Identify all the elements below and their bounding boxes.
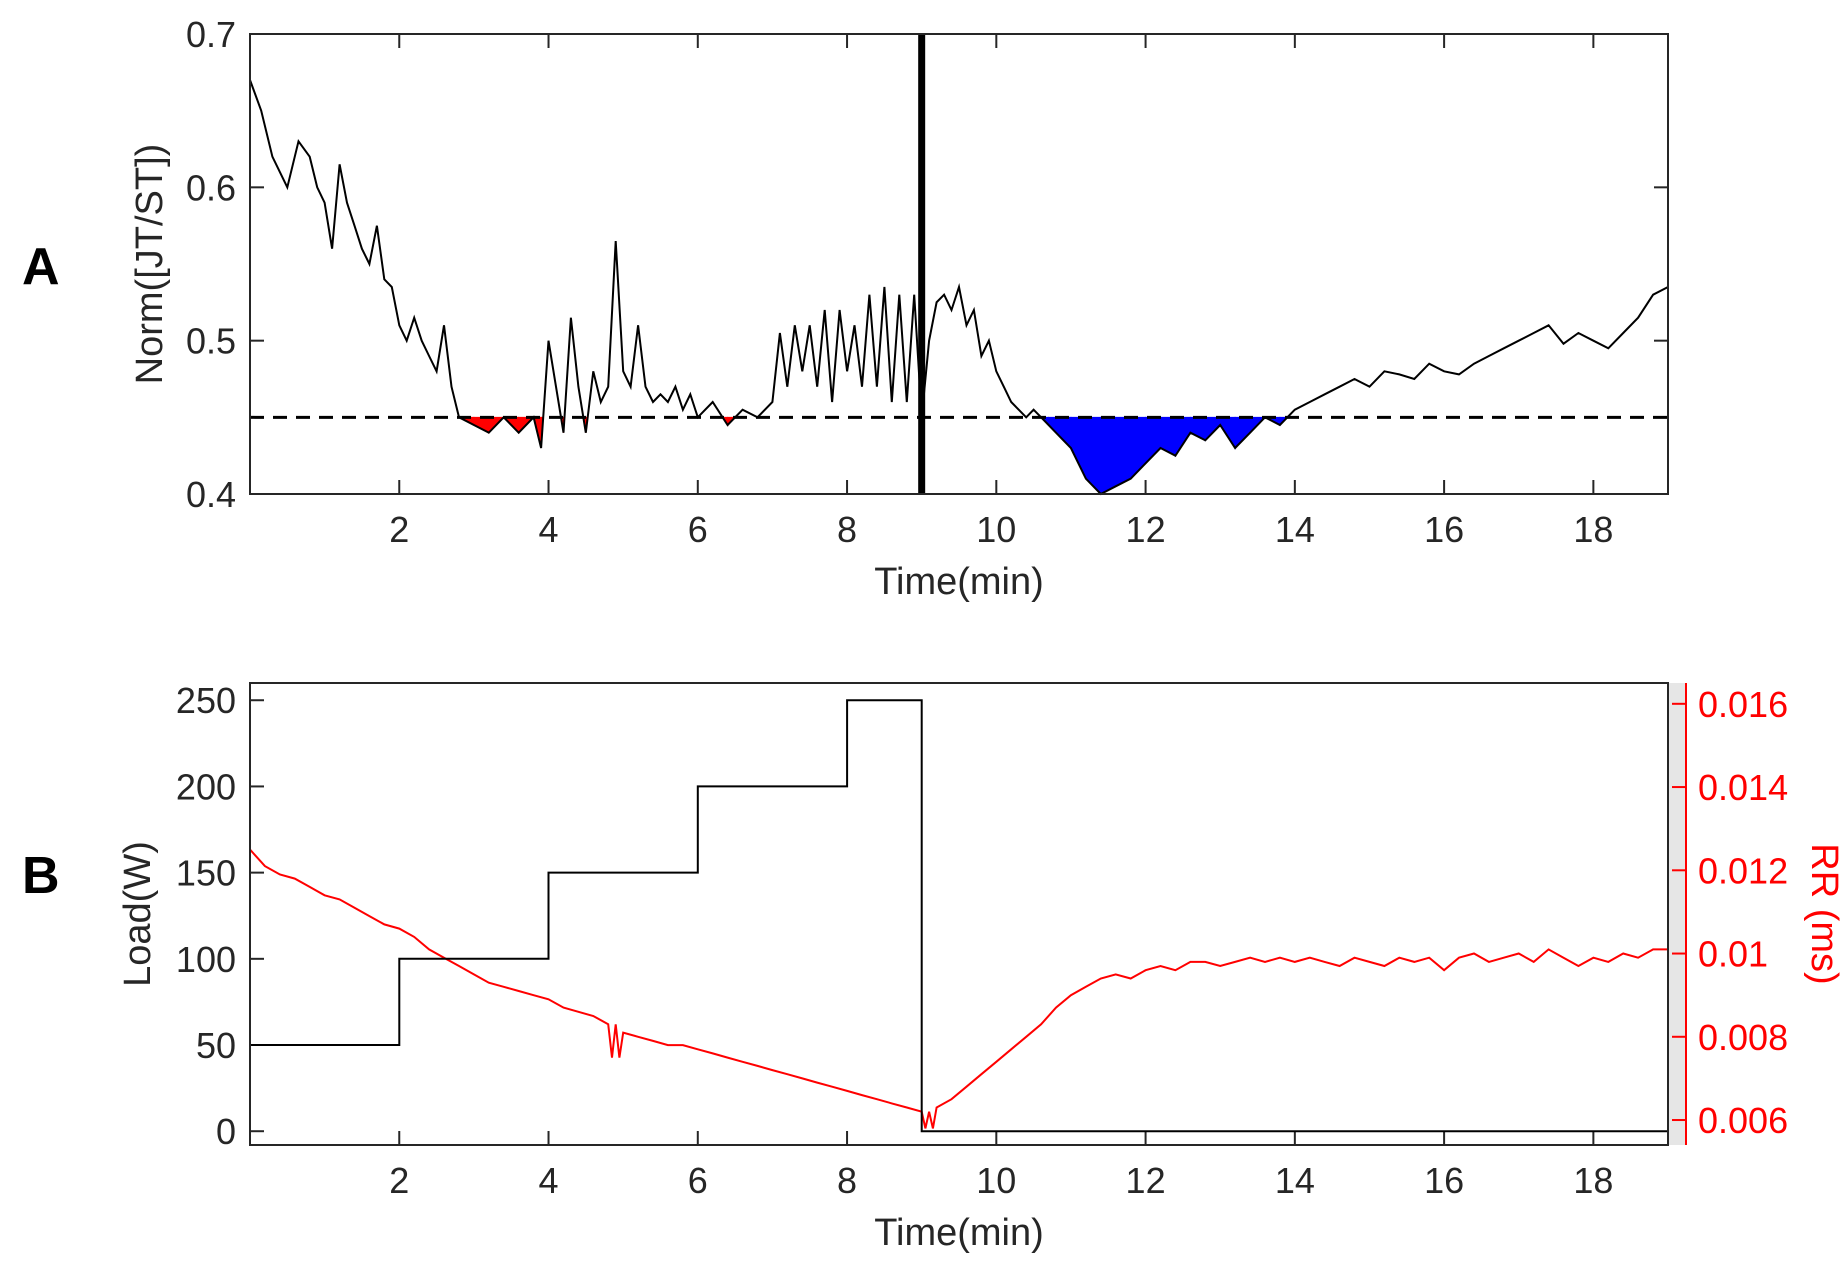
y-tick-label: 0.4	[186, 474, 236, 515]
right-y-tick-labels-b: 0.006 0.008 0.01 0.012 0.014 0.016	[1698, 684, 1788, 1141]
right-y-tick-label: 0.012	[1698, 850, 1788, 891]
y-axis-label-b: Load(W)	[117, 841, 159, 987]
x-axis-label-b: Time(min)	[874, 1212, 1044, 1254]
y-tick-label: 200	[176, 766, 236, 807]
x-tick-label: 18	[1573, 1160, 1613, 1201]
x-tick-label: 10	[976, 509, 1016, 550]
panel-a: 2 4 6 8 10 12 14 16 18 0.4 0.5 0.6 0.7 Time(min) No…	[129, 14, 1669, 603]
right-y-tick-label: 0.014	[1698, 767, 1788, 808]
right-y-tick-label: 0.006	[1698, 1100, 1788, 1141]
series-lines-a	[249, 34, 1669, 496]
axis-ticks-a	[250, 33, 1668, 495]
below-threshold-fill	[1100, 416, 1117, 495]
plot-area-a	[249, 33, 1669, 495]
below-threshold-fill	[1115, 416, 1132, 488]
y-tick-label: 100	[176, 939, 236, 980]
x-tick-labels-b: 2 4 6 8 10 12 14 16 18	[389, 1160, 1613, 1201]
y-tick-label: 0.6	[186, 167, 236, 208]
x-tick-label: 2	[389, 509, 409, 550]
below-threshold-fill	[1070, 416, 1087, 479]
threshold-fill-areas	[458, 416, 1289, 496]
axis-ticks-b	[250, 699, 1686, 1145]
y-tick-labels-a: 0.4 0.5 0.6 0.7	[186, 14, 236, 515]
right-axis-strip	[1668, 683, 1686, 1145]
x-tick-label: 6	[688, 509, 708, 550]
x-tick-label: 14	[1275, 1160, 1315, 1201]
right-y-axis-label-b: RR (ms)	[1803, 843, 1845, 984]
load-series-line	[250, 699, 1668, 1133]
series-lines-b	[249, 699, 1668, 1133]
x-tick-label: 12	[1126, 509, 1166, 550]
x-tick-label: 4	[539, 509, 559, 550]
y-tick-label: 0	[216, 1111, 236, 1152]
x-tick-label: 12	[1126, 1160, 1166, 1201]
x-tick-label: 6	[688, 1160, 708, 1201]
y-tick-label: 150	[176, 853, 236, 894]
rr-series-line	[249, 848, 1668, 1129]
plot-area-b	[249, 682, 1669, 1146]
y-tick-label: 0.7	[186, 14, 236, 55]
below-threshold-fill	[1055, 416, 1072, 450]
y-tick-label: 50	[196, 1025, 236, 1066]
x-axis-label-a: Time(min)	[874, 561, 1044, 603]
below-threshold-fill	[1085, 416, 1102, 496]
y-tick-label: 0.5	[186, 321, 236, 362]
x-tick-label: 8	[837, 509, 857, 550]
y-axis-label-a: Norm([JT/ST])	[129, 144, 171, 385]
x-tick-label: 2	[389, 1160, 409, 1201]
x-tick-label: 4	[539, 1160, 559, 1201]
below-threshold-fill	[1234, 416, 1251, 450]
x-tick-label: 10	[976, 1160, 1016, 1201]
right-y-tick-label: 0.016	[1698, 684, 1788, 725]
x-tick-label: 14	[1275, 509, 1315, 550]
x-tick-label: 18	[1573, 509, 1613, 550]
right-y-tick-label: 0.01	[1698, 934, 1768, 975]
panel-label-b: B	[22, 847, 60, 905]
x-tick-label: 8	[837, 1160, 857, 1201]
y-tick-label: 250	[176, 680, 236, 721]
x-tick-labels-a: 2 4 6 8 10 12 14 16 18	[389, 509, 1613, 550]
below-threshold-fill	[473, 416, 490, 434]
x-tick-label: 16	[1424, 509, 1464, 550]
below-threshold-fill	[1130, 416, 1147, 480]
norm-series-line	[249, 79, 1669, 496]
right-y-tick-label: 0.008	[1698, 1017, 1788, 1058]
y-tick-labels-b: 0 50 100 150 200 250	[176, 680, 236, 1152]
panel-label-a: A	[22, 238, 60, 296]
x-tick-label: 16	[1424, 1160, 1464, 1201]
